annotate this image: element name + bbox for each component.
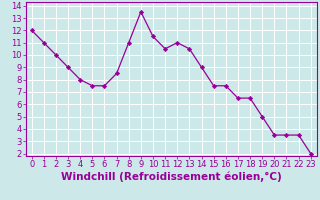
X-axis label: Windchill (Refroidissement éolien,°C): Windchill (Refroidissement éolien,°C) — [61, 172, 282, 182]
